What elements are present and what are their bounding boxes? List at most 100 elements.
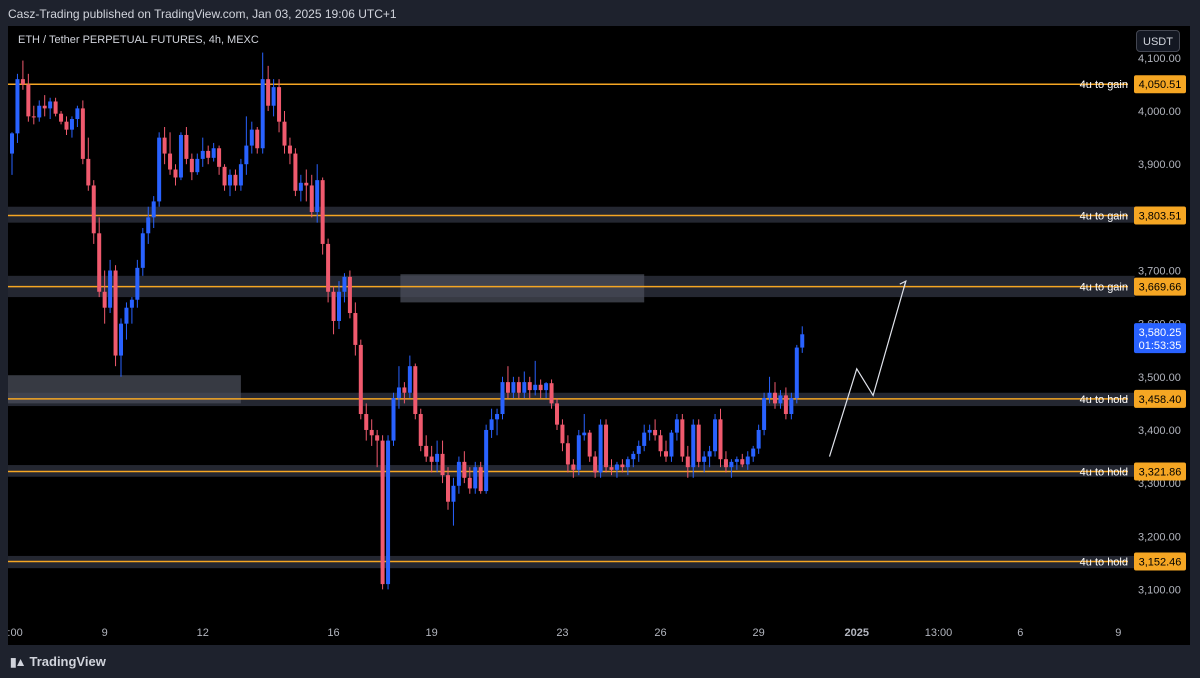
zone-rect xyxy=(400,274,645,303)
candle-body xyxy=(740,459,745,465)
candle-body xyxy=(304,182,309,186)
candle-body xyxy=(527,382,532,391)
candle-body xyxy=(380,440,385,585)
candle-body xyxy=(538,384,543,391)
candle-body xyxy=(168,153,173,170)
projection-arrowhead xyxy=(899,279,907,289)
candle-body xyxy=(440,453,445,476)
candle-body xyxy=(424,445,429,457)
projection-path xyxy=(828,280,907,457)
candle-body xyxy=(402,387,407,393)
candle-body xyxy=(244,145,249,165)
candle-body xyxy=(91,185,96,234)
candle-body xyxy=(696,424,701,462)
candle-body xyxy=(233,174,238,186)
candle-body xyxy=(685,456,690,468)
level-price-label: 3,321.86 xyxy=(1139,466,1182,478)
candle-body xyxy=(228,174,232,186)
candle-body xyxy=(266,79,271,106)
chart-panel[interactable]: 3,100.00 3,200.00 3,300.00 3,400.00 3,500.00… xyxy=(8,26,1190,645)
candle-body xyxy=(200,150,205,159)
candle-body xyxy=(364,414,369,430)
candle-body xyxy=(151,201,156,218)
candle-body xyxy=(800,334,805,348)
candle-body xyxy=(778,395,783,404)
countdown-label: 01:53:35 xyxy=(1139,340,1182,352)
candle-body xyxy=(593,456,598,473)
currency-button[interactable]: USDT xyxy=(1136,30,1180,52)
candle-body xyxy=(625,459,630,468)
candle-body xyxy=(86,158,91,186)
candle-body xyxy=(718,419,723,460)
candle-body xyxy=(309,185,314,213)
candle-body xyxy=(647,429,652,433)
candle-body xyxy=(102,291,107,308)
level-label: 4u to hold xyxy=(1080,557,1128,569)
candle-body xyxy=(516,382,521,393)
time-tick-label: 9 xyxy=(1115,627,1121,639)
level-price-label: 3,669.66 xyxy=(1139,282,1182,294)
candle-body xyxy=(413,366,418,415)
level-label: 4u to hold xyxy=(1080,394,1128,406)
candle-body xyxy=(282,121,287,146)
time-tick-label: 6 xyxy=(1017,627,1023,639)
level-price-badge xyxy=(1134,462,1186,481)
candle-body xyxy=(702,456,707,462)
candle-body xyxy=(184,134,189,159)
candle-body xyxy=(407,366,412,393)
candle-body xyxy=(222,166,227,186)
candle-body xyxy=(446,475,450,502)
level-price-badge xyxy=(1134,75,1186,94)
published-info: Casz-Trading published on TradingView.co… xyxy=(8,7,397,21)
candle-body xyxy=(287,145,292,154)
candle-body xyxy=(358,344,363,415)
candle-body xyxy=(505,382,510,393)
candle-body xyxy=(320,180,325,244)
candle-body xyxy=(26,84,31,117)
candle-body xyxy=(347,276,352,314)
candle-body xyxy=(369,429,374,436)
candle-body xyxy=(631,453,636,460)
price-chart[interactable]: 3,100.00 3,200.00 3,300.00 3,400.00 3,500.00… xyxy=(8,26,1190,645)
candle-body xyxy=(146,217,151,234)
candle-body xyxy=(614,464,619,470)
candle-body xyxy=(794,347,799,399)
candle-body xyxy=(587,432,592,457)
candle-body xyxy=(189,158,194,173)
candle-body xyxy=(473,467,478,489)
candle-body xyxy=(560,424,565,444)
candle-body xyxy=(331,291,336,321)
candle-body xyxy=(315,180,320,213)
candle-body xyxy=(42,105,47,109)
candle-body xyxy=(75,108,80,120)
candle-body xyxy=(571,464,576,470)
candle-body xyxy=(707,451,712,457)
candle-body xyxy=(478,467,483,492)
candle-body xyxy=(762,398,767,430)
candle-body xyxy=(642,432,647,446)
candle-body xyxy=(375,435,380,441)
candle-body xyxy=(533,384,538,391)
candle-body xyxy=(713,419,718,452)
price-tick-label: 3,500.00 xyxy=(1138,372,1181,384)
candle-body xyxy=(664,451,668,457)
level-price-badge xyxy=(1134,389,1186,408)
level-label: 4u to gain xyxy=(1080,79,1128,91)
publish-bar: Casz-Trading published on TradingView.co… xyxy=(0,0,1200,26)
candle-body xyxy=(500,382,505,415)
price-tick-label: 4,100.00 xyxy=(1138,53,1181,65)
candle-body xyxy=(451,485,456,502)
candle-body xyxy=(157,137,162,202)
candle-body xyxy=(113,270,118,356)
tradingview-logo-icon: ▮▲ xyxy=(10,654,27,669)
time-tick-label: 9 xyxy=(102,627,108,639)
candle-body xyxy=(636,445,641,454)
candle-body xyxy=(544,383,549,391)
candle-body xyxy=(734,459,739,462)
candle-body xyxy=(751,448,756,457)
candle-body xyxy=(129,299,134,308)
candle-body xyxy=(396,387,401,399)
candle-body xyxy=(249,129,254,146)
price-tick-label: 3,200.00 xyxy=(1138,531,1181,543)
tradingview-brand[interactable]: ▮▲ TradingView xyxy=(10,654,106,669)
